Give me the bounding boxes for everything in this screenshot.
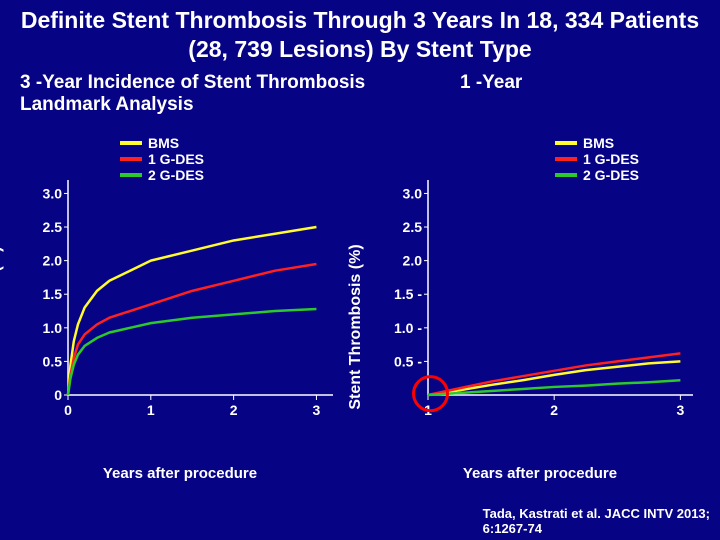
plot-right: 0.5 -1.0 -1.5 -2.02.53.0123 (398, 175, 698, 425)
subtitle-row: 3 -Year Incidence of Stent Thrombosis La… (0, 64, 720, 116)
chart-svg-right: 0.5 -1.0 -1.5 -2.02.53.0123 (398, 175, 698, 425)
svg-text:2.5: 2.5 (43, 219, 63, 235)
svg-text:2.0: 2.0 (43, 253, 63, 269)
legend-swatch (120, 141, 142, 145)
svg-text:0.5: 0.5 (43, 353, 63, 369)
legend-label: 1 G-DES (583, 151, 639, 167)
slide-title: Definite Stent Thrombosis Through 3 Year… (0, 0, 720, 64)
svg-text:0: 0 (54, 387, 62, 403)
svg-text:0: 0 (64, 402, 72, 418)
svg-text:2.0: 2.0 (403, 253, 423, 269)
svg-text:0.5 -: 0.5 - (394, 353, 422, 369)
x-axis-label-right: Years after procedure (360, 465, 720, 482)
svg-text:1.5: 1.5 (43, 286, 63, 302)
legend-item: BMS (555, 135, 639, 151)
subtitle-right: 1 -Year (430, 72, 710, 116)
citation: Tada, Kastrati et al. JACC INTV 2013; 6:… (483, 507, 710, 536)
citation-line1: Tada, Kastrati et al. JACC INTV 2013; (483, 506, 710, 521)
svg-text:2: 2 (230, 402, 238, 418)
chart-svg-left: 0 0.5 1.0 1.5 2.0 2.5 3.0 0 1 2 3 (38, 175, 338, 425)
legend-item: BMS (120, 135, 204, 151)
y-axis-label-right: Stent Thrombosis (%) (347, 244, 365, 409)
chart-right: Stent Thrombosis (%) BMS1 G-DES2 G-DES 0… (360, 145, 720, 490)
legend-swatch (555, 157, 577, 161)
citation-line2: 6:1267-74 (483, 521, 542, 536)
legend-label: BMS (148, 135, 179, 151)
y-axis-label-left: Stent thrombosis (%) (0, 246, 5, 407)
svg-text:1: 1 (147, 402, 155, 418)
legend-item: 1 G-DES (120, 151, 204, 167)
svg-text:1.0: 1.0 (43, 320, 63, 336)
svg-text:2: 2 (550, 402, 558, 418)
charts-container: Stent thrombosis (%) BMS1 G-DES2 G-DES 0… (0, 145, 720, 490)
legend-item: 1 G-DES (555, 151, 639, 167)
chart-left: Stent thrombosis (%) BMS1 G-DES2 G-DES 0… (0, 145, 360, 490)
legend-label: BMS (583, 135, 614, 151)
svg-text:3.0: 3.0 (43, 185, 63, 201)
plot-left: 0 0.5 1.0 1.5 2.0 2.5 3.0 0 1 2 3 (38, 175, 338, 425)
svg-text:3: 3 (676, 402, 684, 418)
svg-text:3: 3 (313, 402, 321, 418)
legend-swatch (555, 141, 577, 145)
svg-text:3.0: 3.0 (403, 185, 423, 201)
subtitle-left: 3 -Year Incidence of Stent Thrombosis La… (10, 72, 430, 116)
svg-text:1.0 -: 1.0 - (394, 320, 422, 336)
svg-text:1.5 -: 1.5 - (394, 286, 422, 302)
x-axis-label-left: Years after procedure (0, 465, 360, 482)
svg-text:2.5: 2.5 (403, 219, 423, 235)
legend-swatch (120, 157, 142, 161)
legend-label: 1 G-DES (148, 151, 204, 167)
